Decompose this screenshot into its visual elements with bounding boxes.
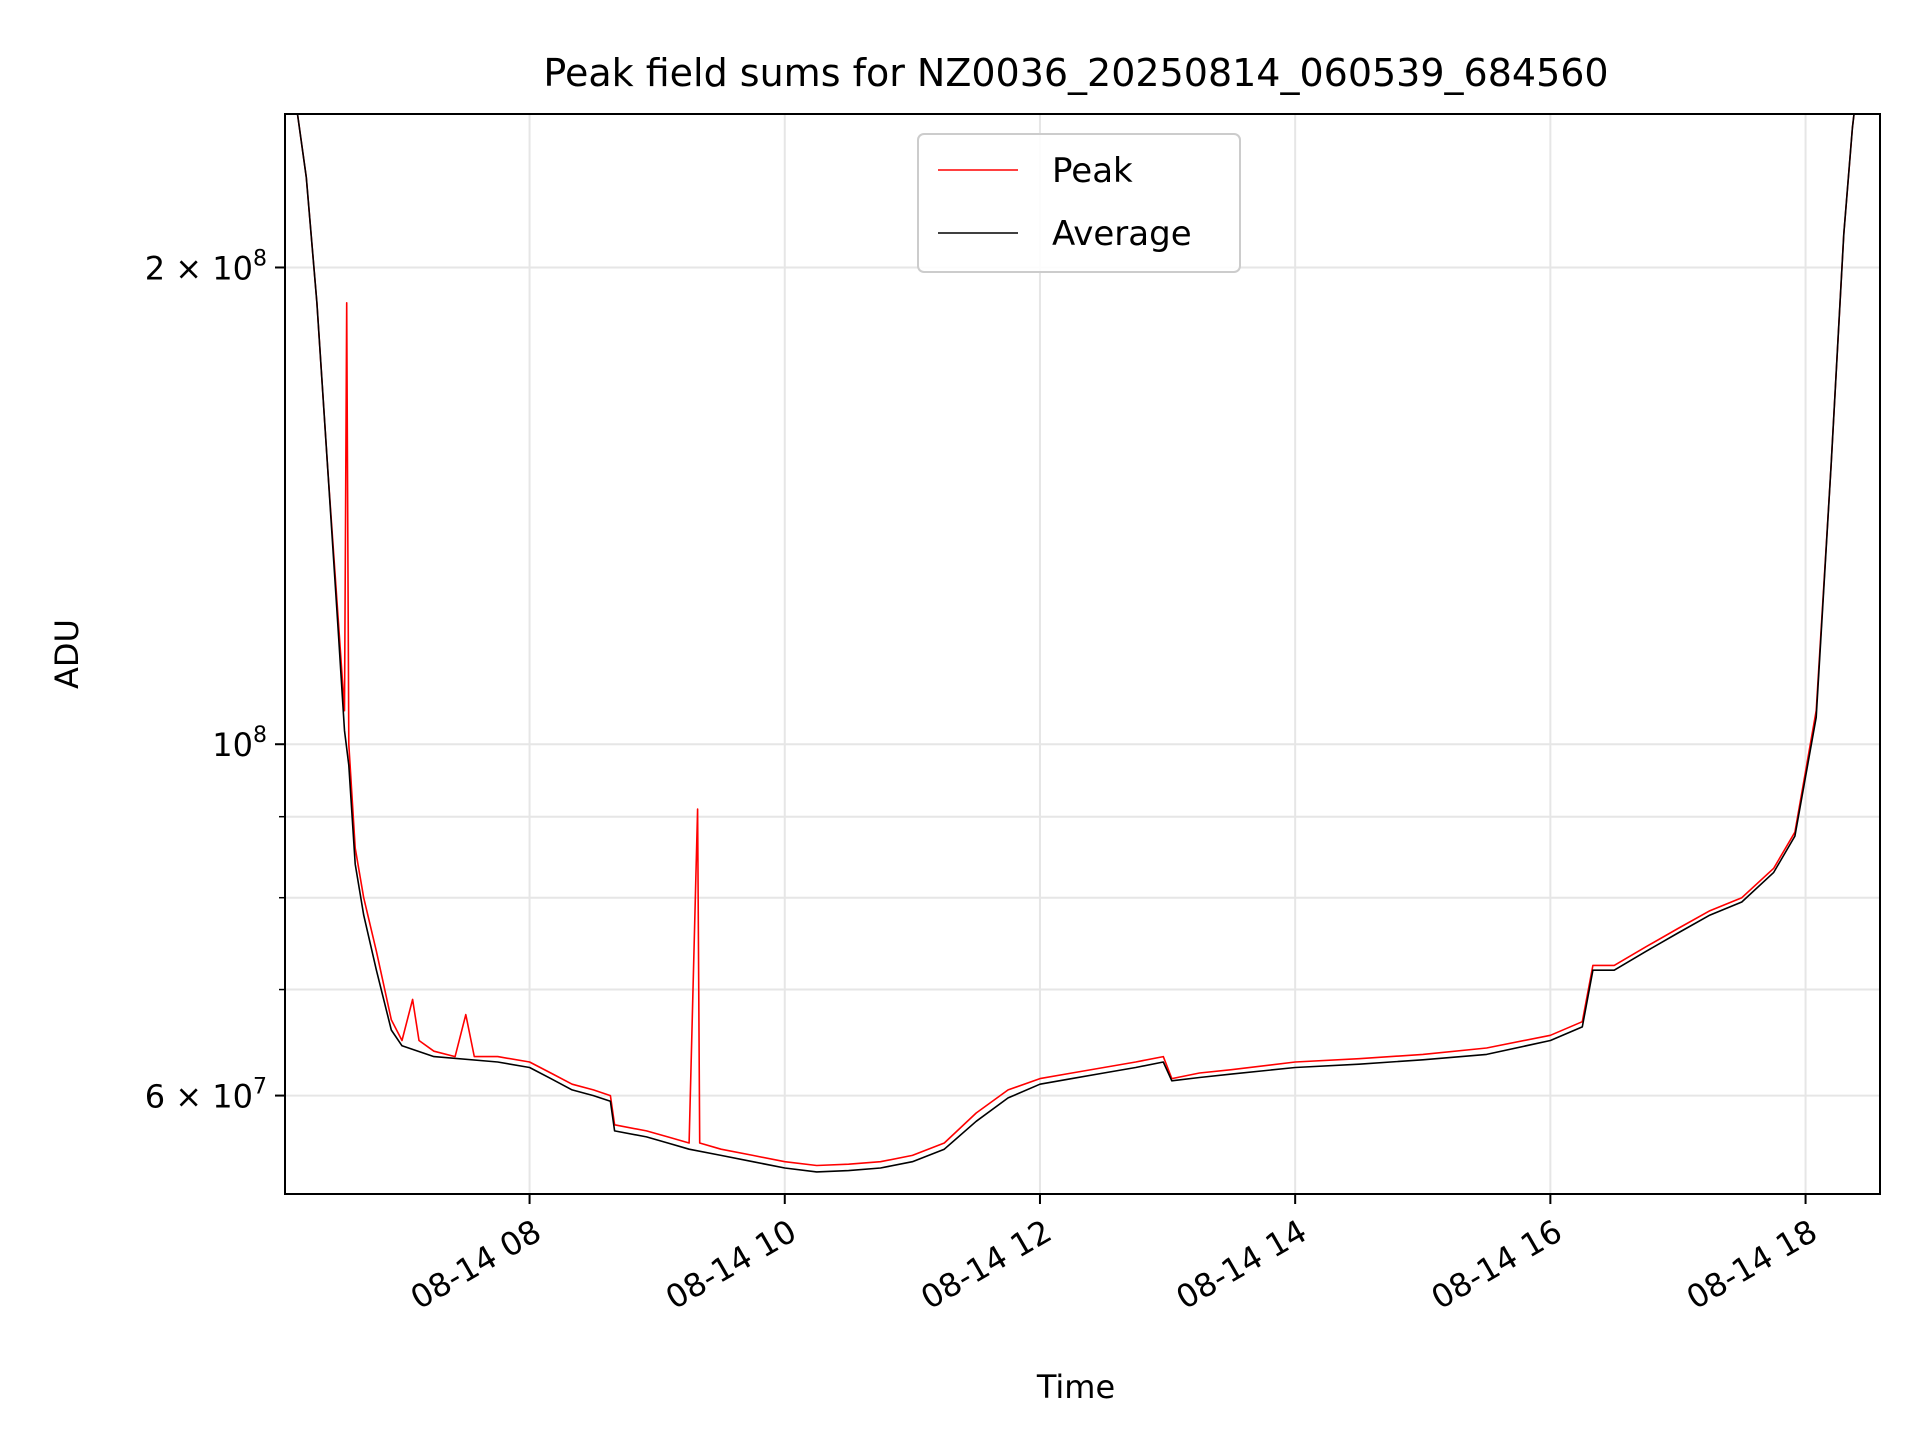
- series-line-peak: [296, 114, 1855, 1167]
- grid: [285, 114, 1880, 1194]
- y-tick-label: 108: [212, 723, 267, 764]
- chart-title: Peak field sums for NZ0036_20250814_0605…: [543, 51, 1608, 95]
- plot-frame: [284, 113, 1881, 1195]
- y-tick-label: 2 × 108: [145, 246, 267, 287]
- legend: Peak Average: [917, 133, 1241, 273]
- plot-area: [296, 114, 1855, 1173]
- series-line-average: [296, 114, 1855, 1173]
- legend-label-peak: Peak: [1052, 151, 1133, 191]
- x-axis-label: Time: [1036, 1368, 1115, 1406]
- legend-label-average: Average: [1052, 214, 1192, 254]
- y-axis-label: ADU: [48, 619, 86, 689]
- legend-box: [917, 133, 1241, 273]
- y-tick-label: 6 × 107: [145, 1075, 267, 1116]
